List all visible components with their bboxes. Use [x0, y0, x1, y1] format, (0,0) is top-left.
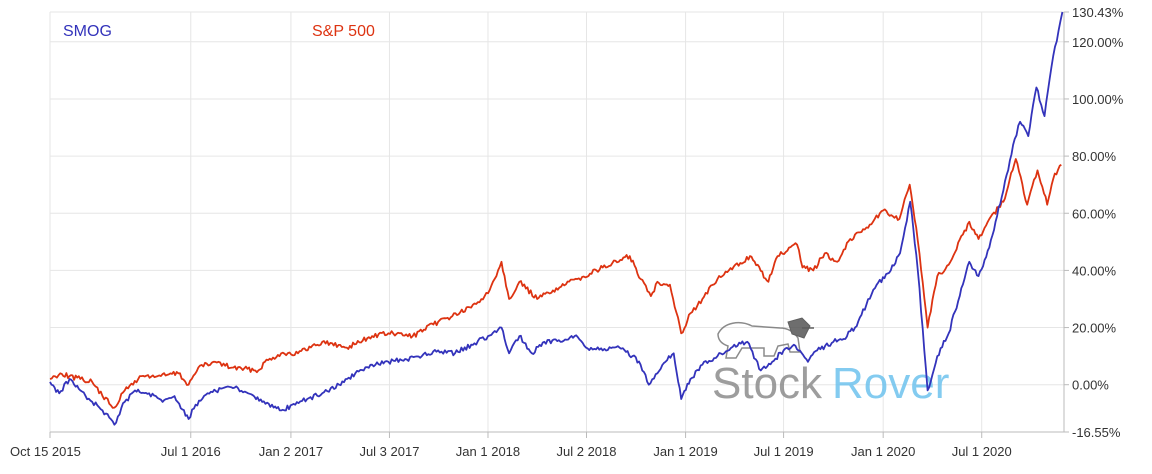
x-tick-label: Jul 1 2019	[754, 444, 814, 459]
watermark: Stock Rover	[712, 317, 949, 408]
series-line	[49, 11, 1064, 426]
y-axis-ticks: 130.43% 120.00% 100.00% 80.00% 60.00% 40.00% 2…	[1064, 5, 1124, 440]
y-tick-label: -16.55%	[1072, 425, 1121, 440]
grid-lines	[49, 11, 1064, 433]
y-tick-label: 60.00%	[1072, 206, 1117, 221]
x-tick-label: Jul 2 2018	[557, 444, 617, 459]
y-tick-label: 40.00%	[1072, 263, 1117, 278]
x-tick-label: Oct 15 2015	[10, 444, 81, 459]
legend-smog[interactable]: SMOG	[63, 23, 112, 40]
series-line	[49, 158, 1062, 409]
y-tick-label: 20.00%	[1072, 321, 1117, 336]
series-sp500	[49, 158, 1062, 409]
rover-dog-logo	[717, 317, 814, 359]
x-tick-label: Jul 1 2020	[952, 444, 1012, 459]
x-tick-label: Jul 3 2017	[359, 444, 419, 459]
x-tick-label: Jan 1 2020	[851, 444, 915, 459]
watermark-rover-text: Rover	[832, 359, 949, 408]
x-tick-label: Jan 1 2018	[456, 444, 520, 459]
x-tick-label: Jan 1 2019	[653, 444, 717, 459]
y-tick-label: 130.43%	[1072, 5, 1124, 20]
legend-sp500[interactable]: S&P 500	[312, 23, 375, 40]
series-smog	[49, 11, 1064, 426]
y-tick-label: 120.00%	[1072, 35, 1124, 50]
y-tick-label: 0.00%	[1072, 378, 1109, 393]
y-tick-label: 80.00%	[1072, 149, 1117, 164]
x-tick-label: Jan 2 2017	[259, 444, 323, 459]
x-tick-label: Jul 1 2016	[161, 444, 221, 459]
y-tick-label: 100.00%	[1072, 92, 1124, 107]
x-axis-ticks: Oct 15 2015 Jul 1 2016 Jan 2 2017 Jul 3 201…	[10, 432, 1012, 459]
